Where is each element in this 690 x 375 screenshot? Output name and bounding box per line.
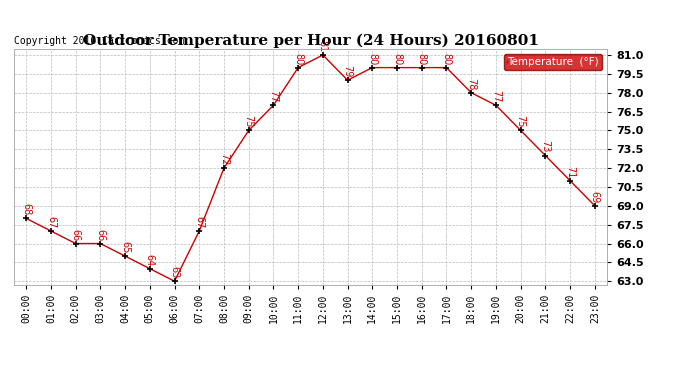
Text: 65: 65 xyxy=(120,241,130,254)
Text: 73: 73 xyxy=(540,140,551,153)
Text: 63: 63 xyxy=(170,266,179,279)
Text: 66: 66 xyxy=(70,228,81,241)
Text: 75: 75 xyxy=(244,115,254,128)
Text: 80: 80 xyxy=(392,53,402,65)
Text: 71: 71 xyxy=(565,165,575,178)
Text: 78: 78 xyxy=(466,78,476,90)
Text: 72: 72 xyxy=(219,153,229,165)
Text: 67: 67 xyxy=(46,216,56,228)
Text: 66: 66 xyxy=(95,228,106,241)
Title: Outdoor Temperature per Hour (24 Hours) 20160801: Outdoor Temperature per Hour (24 Hours) … xyxy=(83,33,538,48)
Text: Copyright 2016 Cartronics.com: Copyright 2016 Cartronics.com xyxy=(14,36,184,46)
Text: 80: 80 xyxy=(442,53,451,65)
Text: 67: 67 xyxy=(195,216,204,228)
Text: 81: 81 xyxy=(318,40,328,52)
Text: 77: 77 xyxy=(491,90,501,102)
Text: 77: 77 xyxy=(268,90,278,102)
Text: 80: 80 xyxy=(293,53,303,65)
Text: 64: 64 xyxy=(145,254,155,266)
Text: 80: 80 xyxy=(367,53,377,65)
Text: 80: 80 xyxy=(417,53,426,65)
Text: 75: 75 xyxy=(515,115,526,128)
Text: 79: 79 xyxy=(343,65,353,77)
Text: 69: 69 xyxy=(590,191,600,203)
Text: 68: 68 xyxy=(21,203,31,216)
Legend: Temperature  (°F): Temperature (°F) xyxy=(504,54,602,70)
